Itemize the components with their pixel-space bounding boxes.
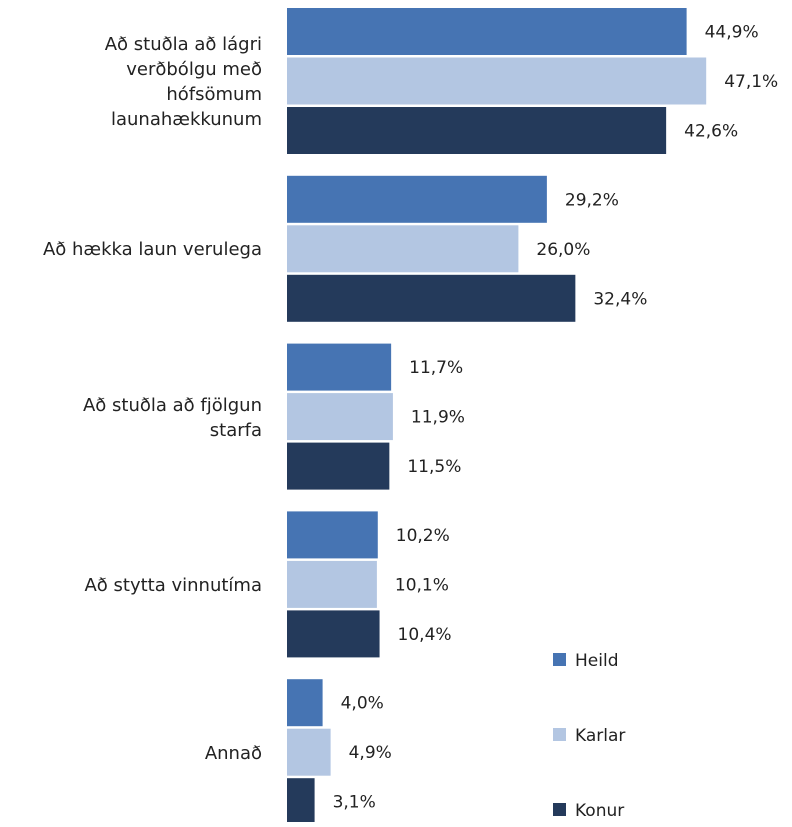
value-label: 32,4% — [593, 289, 647, 309]
value-label: 4,0% — [341, 694, 384, 714]
value-label: 4,9% — [349, 743, 392, 763]
bar — [287, 560, 377, 608]
value-label: 29,2% — [565, 190, 619, 210]
legend-swatch — [553, 803, 566, 816]
bar — [287, 225, 519, 273]
bar — [287, 610, 380, 658]
bar — [287, 679, 323, 727]
bar — [287, 107, 667, 154]
value-label: 10,2% — [396, 526, 450, 546]
legend-label: Heild — [575, 651, 618, 671]
category-label: Að stytta vinnutíma — [30, 511, 262, 659]
category-label: Að hækka laun verulega — [30, 176, 262, 324]
bar — [287, 343, 392, 391]
category-text: Að hækka laun verulega — [42, 239, 262, 261]
category-label: Að stuðla að lágri verðbólgu með hófsömu… — [30, 8, 262, 156]
value-label: 10,4% — [398, 625, 452, 645]
bar — [287, 728, 331, 776]
value-label: 11,9% — [411, 408, 465, 428]
bar — [287, 274, 576, 322]
value-label: 42,6% — [684, 122, 738, 142]
category-label: Að stuðla að fjölgun starfa — [30, 344, 262, 492]
value-label: 3,1% — [333, 793, 376, 813]
bar — [287, 393, 393, 441]
legend-label: Karlar — [575, 726, 625, 746]
bar — [287, 442, 390, 490]
bar — [287, 511, 378, 559]
category-text: Að stuðla að lágri verðbólgu með hófsömu… — [104, 34, 262, 130]
category-text: Annað — [204, 742, 262, 764]
category-label: Annað — [30, 679, 262, 827]
legend-label: Konur — [575, 801, 624, 821]
bar — [287, 57, 707, 105]
value-label: 26,0% — [536, 240, 590, 260]
value-label: 44,9% — [705, 23, 759, 43]
bar — [287, 8, 687, 55]
bar — [287, 175, 547, 223]
category-text: Að stytta vinnutíma — [84, 574, 262, 596]
value-label: 10,1% — [395, 575, 449, 595]
value-label: 11,5% — [407, 457, 461, 477]
legend-swatch — [553, 728, 566, 741]
value-label: 11,7% — [409, 358, 463, 378]
value-label: 47,1% — [724, 72, 778, 92]
bar — [287, 778, 315, 822]
legend-swatch — [553, 653, 566, 666]
category-text: Að stuðla að fjölgun starfa — [82, 394, 262, 441]
